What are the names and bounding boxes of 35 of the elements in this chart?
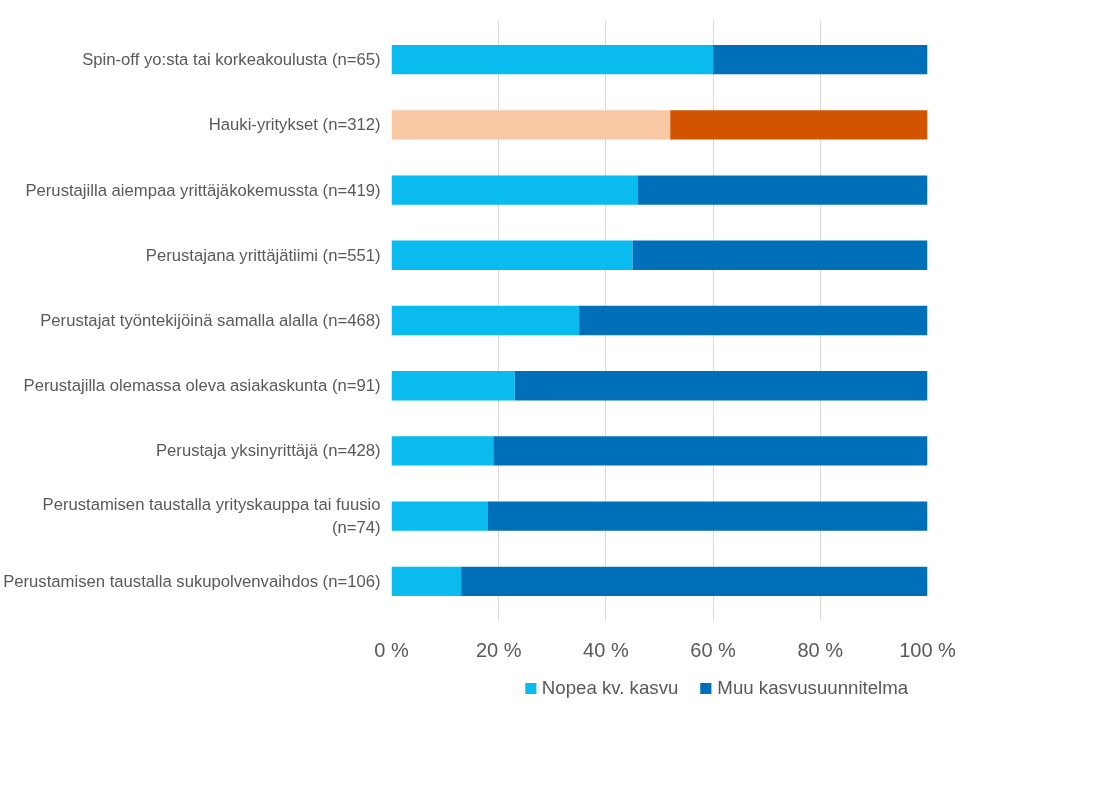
x-tick-label: 60 % <box>690 638 737 661</box>
y-tick-label: Perustajat työntekijöinä samalla alalla (n=468) <box>40 311 381 330</box>
x-tick-label: 0 % <box>374 638 409 661</box>
y-tick-label: Spin-off yo:sta tai korkeakoulusta (n=65) <box>82 50 381 70</box>
y-tick-label: Perustajilla olemassa oleva asiakaskunta (n=91) <box>23 376 381 396</box>
x-tick-label: 40 % <box>583 638 629 661</box>
bar <box>713 44 928 75</box>
bar <box>638 175 928 205</box>
bar <box>487 501 928 531</box>
y-tick-label: Hauki-yritykset (n=312) <box>208 115 381 135</box>
bar <box>670 110 928 140</box>
x-tick-label: 20 % <box>475 638 522 661</box>
x-tick-label: 80 % <box>797 638 844 661</box>
bar <box>391 566 462 597</box>
bar <box>391 436 494 466</box>
bar <box>579 305 928 336</box>
legend-label: Muu kasvusuunnitelma <box>717 677 909 699</box>
y-tick-label: Perustajilla aiempaa yrittäjäkokemussta (n=419) <box>25 180 381 200</box>
y-tick-label: Perustamisen taustalla yrityskauppa tai fuusio (n=74) <box>42 495 381 538</box>
bar <box>391 110 671 140</box>
y-tick-label: Perustaja yksinyrittäjä (n=428) <box>156 441 381 461</box>
x-tick-label: 100 % <box>899 638 957 661</box>
bar <box>391 305 580 336</box>
bar <box>461 566 928 597</box>
y-tick-label: Perustajana yrittäjätiimi (n=551) <box>145 245 381 265</box>
bar <box>514 371 928 401</box>
bar <box>391 175 639 205</box>
bar <box>391 371 515 401</box>
y-tick-label: Perustamisen taustalla sukupolvenvaihdos (n=106) <box>3 571 381 591</box>
bar <box>632 240 928 270</box>
bar <box>391 240 633 270</box>
legend-label: Nopea kv. kasvu <box>541 677 679 699</box>
bar <box>391 501 488 531</box>
bar <box>391 44 714 75</box>
bar <box>493 436 928 466</box>
